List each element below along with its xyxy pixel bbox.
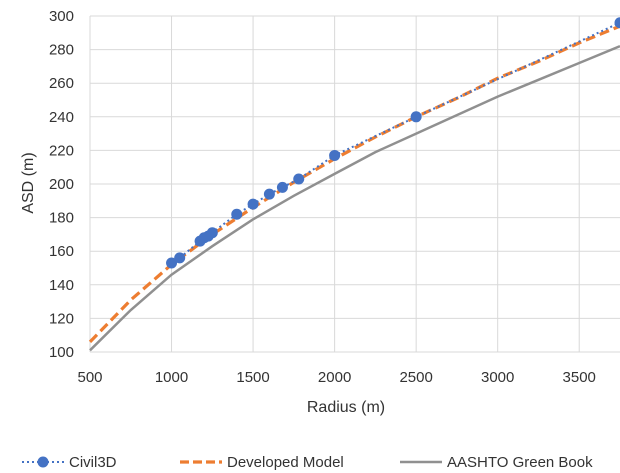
y-tick-label: 140 xyxy=(49,277,74,294)
legend-marker xyxy=(37,456,49,468)
x-tick-label: 1000 xyxy=(155,369,188,386)
y-tick-label: 200 xyxy=(49,176,74,193)
y-tick-label: 260 xyxy=(49,75,74,92)
data-point xyxy=(174,252,186,264)
y-tick-label: 120 xyxy=(49,310,74,327)
x-tick-label: 3500 xyxy=(563,369,596,386)
data-point xyxy=(263,188,275,200)
data-point xyxy=(247,198,259,210)
y-tick-label: 160 xyxy=(49,243,74,260)
y-tick-label: 280 xyxy=(49,42,74,59)
y-axis-title: ASD (m) xyxy=(20,152,37,213)
y-tick-label: 300 xyxy=(49,8,74,25)
tick-labels: 100 120 140 160 180 200 220 240 260 280 300 500 1000… xyxy=(49,8,596,386)
x-tick-label: 2500 xyxy=(399,369,432,386)
y-tick-label: 240 xyxy=(49,109,74,126)
legend-label: Civil3D xyxy=(69,454,117,471)
data-point xyxy=(276,181,288,193)
grid xyxy=(89,15,620,353)
legend-label: Developed Model xyxy=(227,454,344,471)
data-point xyxy=(293,173,305,185)
x-axis-title: Radius (m) xyxy=(307,399,385,416)
x-tick-label: 500 xyxy=(77,369,102,386)
legend: Civil3D Developed Model AASHTO Green Book xyxy=(22,454,593,471)
x-tick-label: 2000 xyxy=(318,369,351,386)
x-tick-label: 1500 xyxy=(236,369,269,386)
y-tick-label: 220 xyxy=(49,142,74,159)
series-line xyxy=(89,45,620,352)
x-tick-label: 3000 xyxy=(481,369,514,386)
data-point xyxy=(614,17,620,29)
data-point xyxy=(231,208,243,220)
data-point xyxy=(329,149,341,161)
y-tick-label: 100 xyxy=(49,344,74,361)
data-point xyxy=(410,111,422,123)
y-tick-label: 180 xyxy=(49,210,74,227)
data-point xyxy=(166,257,178,269)
data-point xyxy=(206,227,218,239)
series-layer xyxy=(88,17,620,352)
legend-label: AASHTO Green Book xyxy=(447,454,593,471)
